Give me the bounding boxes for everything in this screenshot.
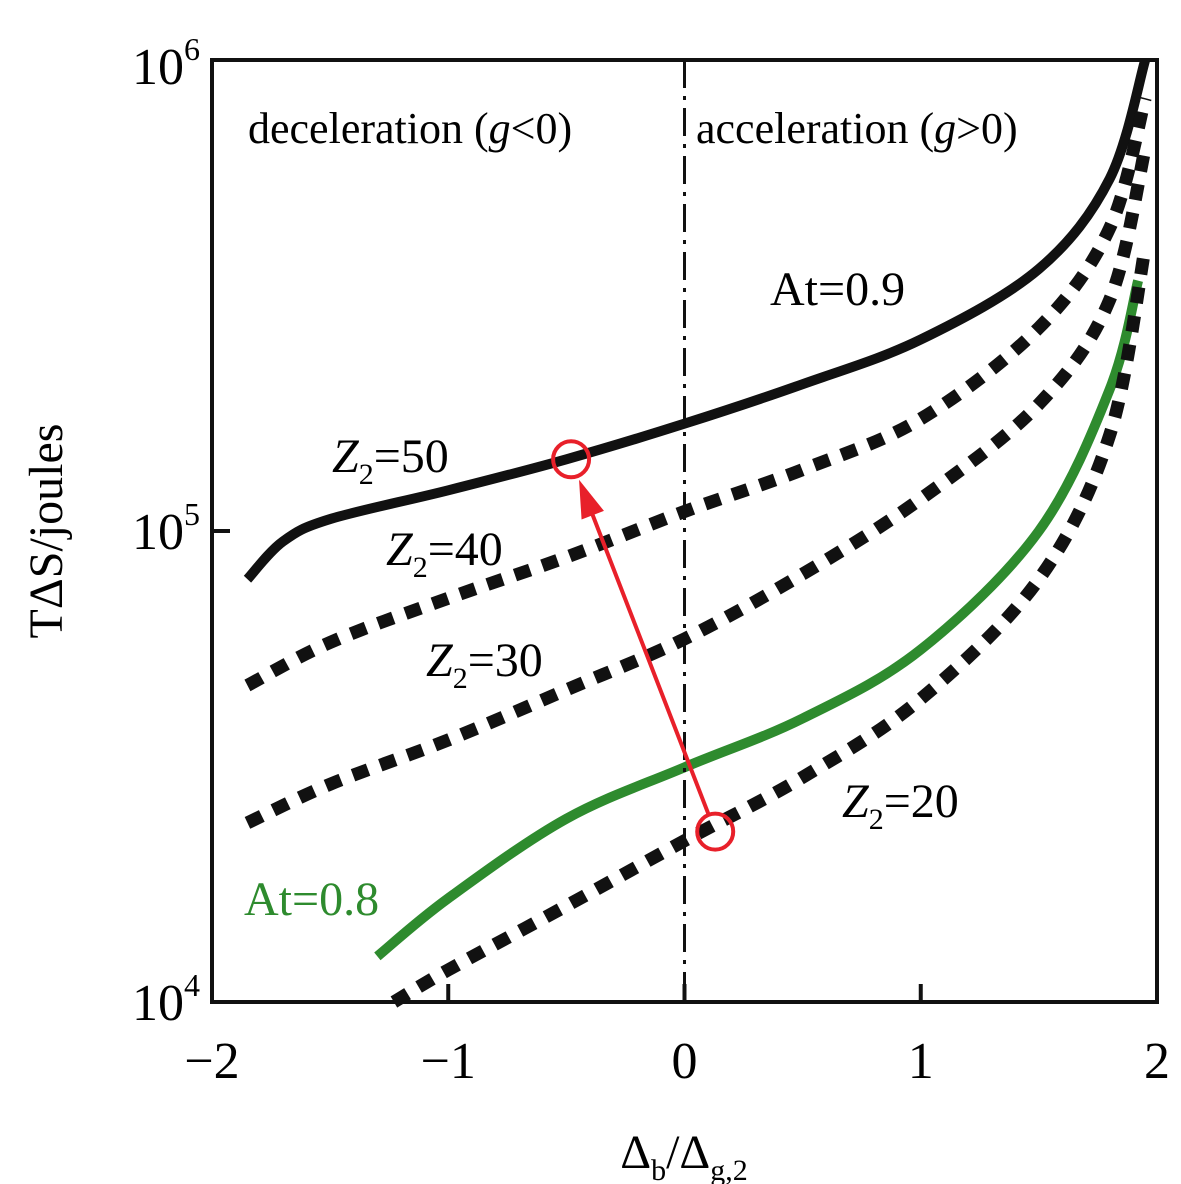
label-at-0.8: At=0.8 bbox=[244, 873, 379, 926]
label-at-0.9: At=0.9 bbox=[770, 263, 905, 316]
axis-ticks: −2 −1 0 1 2 104 105 106 bbox=[132, 31, 1170, 1090]
x-axis-label: Δb/Δg,2 bbox=[620, 1126, 748, 1184]
arrow-start-marker bbox=[695, 811, 736, 852]
y-tick-label: 105 bbox=[132, 496, 200, 561]
y-tick-label: 104 bbox=[132, 967, 200, 1032]
label-z2-30: Z2=30 bbox=[426, 634, 543, 695]
red-arrow bbox=[551, 439, 736, 852]
curves bbox=[243, 58, 1152, 1008]
y-tick-label: 106 bbox=[132, 31, 200, 96]
series-line-at-0-8 bbox=[374, 279, 1143, 961]
region-label-deceleration: deceleration (g<0) bbox=[248, 104, 572, 153]
x-tick-label: 1 bbox=[908, 1033, 934, 1090]
arrow-end-marker bbox=[551, 439, 592, 480]
arrow-shaft bbox=[584, 497, 711, 816]
x-tick-label: −1 bbox=[421, 1033, 476, 1090]
y-axis-label: TΔS/joules bbox=[20, 424, 73, 639]
label-z2-20: Z2=20 bbox=[842, 775, 959, 836]
series-line-z2-20 bbox=[390, 246, 1152, 1008]
series-line-z2-50 bbox=[243, 58, 1150, 583]
series-line-z2-40 bbox=[244, 96, 1152, 692]
x-tick-label: −2 bbox=[184, 1033, 239, 1090]
arrow-head bbox=[579, 479, 604, 520]
x-tick-label: 2 bbox=[1144, 1033, 1170, 1090]
x-tick-label: 0 bbox=[672, 1033, 698, 1090]
region-label-acceleration: acceleration (g>0) bbox=[696, 104, 1018, 153]
label-z2-40: Z2=40 bbox=[386, 523, 503, 584]
label-z2-50: Z2=50 bbox=[332, 430, 449, 491]
series-line-z2-30 bbox=[244, 146, 1152, 829]
